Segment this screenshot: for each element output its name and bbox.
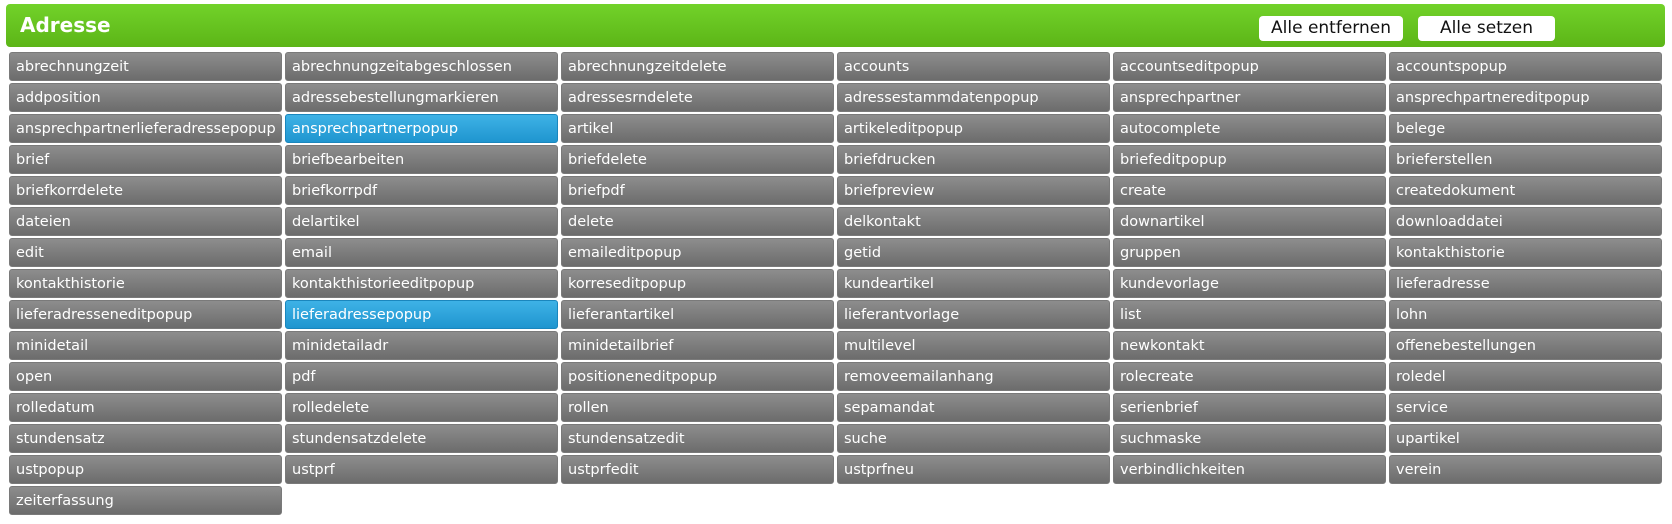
permission-toggle-zeiterfassung[interactable]: zeiterfassung	[9, 486, 282, 515]
permission-toggle-roledel[interactable]: roledel	[1389, 362, 1662, 391]
permission-toggle-create[interactable]: create	[1113, 176, 1386, 205]
permission-toggle-list[interactable]: list	[1113, 300, 1386, 329]
permission-toggle-ustprf[interactable]: ustprf	[285, 455, 558, 484]
permission-toggle-delete[interactable]: delete	[561, 207, 834, 236]
permission-toggle-verein[interactable]: verein	[1389, 455, 1662, 484]
permission-toggle-sepamandat[interactable]: sepamandat	[837, 393, 1110, 422]
permission-toggle-getid[interactable]: getid	[837, 238, 1110, 267]
permission-toggle-brieferstellen[interactable]: brieferstellen	[1389, 145, 1662, 174]
permission-toggle-rolledatum[interactable]: rolledatum	[9, 393, 282, 422]
permission-toggle-email[interactable]: email	[285, 238, 558, 267]
permission-toggle-ustprfneu[interactable]: ustprfneu	[837, 455, 1110, 484]
permission-toggle-autocomplete[interactable]: autocomplete	[1113, 114, 1386, 143]
permission-toggle-brief[interactable]: brief	[9, 145, 282, 174]
permission-toggle-edit[interactable]: edit	[9, 238, 282, 267]
permission-toggle-delartikel[interactable]: delartikel	[285, 207, 558, 236]
permission-toggle-briefdrucken[interactable]: briefdrucken	[837, 145, 1110, 174]
permission-toggle-downartikel[interactable]: downartikel	[1113, 207, 1386, 236]
permission-toggle-briefdelete[interactable]: briefdelete	[561, 145, 834, 174]
permission-toggle-kontakthistorie[interactable]: kontakthistorie	[1389, 238, 1662, 267]
permission-grid: abrechnungzeit abrechnungzeitabgeschlosse…	[9, 52, 1662, 515]
permission-toggle-ustprfedit[interactable]: ustprfedit	[561, 455, 834, 484]
permission-toggle-lohn[interactable]: lohn	[1389, 300, 1662, 329]
permission-toggle-stundensatzdelete[interactable]: stundensatzdelete	[285, 424, 558, 453]
permission-toggle-ustpopup[interactable]: ustpopup	[9, 455, 282, 484]
permission-toggle-ansprechpartnereditpopup[interactable]: ansprechpartnereditpopup	[1389, 83, 1662, 112]
permission-toggle-addposition[interactable]: addposition	[9, 83, 282, 112]
permission-toggle-abrechnungzeitdelete[interactable]: abrechnungzeitdelete	[561, 52, 834, 81]
permission-toggle-accountseditpopup[interactable]: accountseditpopup	[1113, 52, 1386, 81]
permission-toggle-abrechnungzeitabgeschlossen[interactable]: abrechnungzeitabgeschlossen	[285, 52, 558, 81]
permission-toggle-kontakthistorie[interactable]: kontakthistorie	[9, 269, 282, 298]
permission-toggle-downloaddatei[interactable]: downloaddatei	[1389, 207, 1662, 236]
permission-toggle-createdokument[interactable]: createdokument	[1389, 176, 1662, 205]
permission-toggle-emaileditpopup[interactable]: emaileditpopup	[561, 238, 834, 267]
permission-toggle-briefbearbeiten[interactable]: briefbearbeiten	[285, 145, 558, 174]
permission-toggle-lieferantartikel[interactable]: lieferantartikel	[561, 300, 834, 329]
permission-toggle-briefeditpopup[interactable]: briefeditpopup	[1113, 145, 1386, 174]
permission-toggle-lieferantvorlage[interactable]: lieferantvorlage	[837, 300, 1110, 329]
permission-toggle-rolecreate[interactable]: rolecreate	[1113, 362, 1386, 391]
permission-toggle-stundensatzedit[interactable]: stundensatzedit	[561, 424, 834, 453]
permission-toggle-minidetail[interactable]: minidetail	[9, 331, 282, 360]
permission-toggle-belege[interactable]: belege	[1389, 114, 1662, 143]
permission-toggle-adressesrndelete[interactable]: adressesrndelete	[561, 83, 834, 112]
permission-toggle-ansprechpartnerlieferadressepopup[interactable]: ansprechpartnerlieferadressepopup	[9, 114, 282, 143]
permission-toggle-lieferadressepopup[interactable]: lieferadressepopup	[285, 300, 558, 329]
permission-toggle-abrechnungzeit[interactable]: abrechnungzeit	[9, 52, 282, 81]
permission-toggle-dateien[interactable]: dateien	[9, 207, 282, 236]
permission-toggle-accountspopup[interactable]: accountspopup	[1389, 52, 1662, 81]
permission-toggle-gruppen[interactable]: gruppen	[1113, 238, 1386, 267]
permission-toggle-verbindlichkeiten[interactable]: verbindlichkeiten	[1113, 455, 1386, 484]
permission-toggle-serienbrief[interactable]: serienbrief	[1113, 393, 1386, 422]
permission-toggle-upartikel[interactable]: upartikel	[1389, 424, 1662, 453]
permission-toggle-rolledelete[interactable]: rolledelete	[285, 393, 558, 422]
permission-toggle-multilevel[interactable]: multilevel	[837, 331, 1110, 360]
permission-toggle-briefkorrdelete[interactable]: briefkorrdelete	[9, 176, 282, 205]
permission-toggle-kundeartikel[interactable]: kundeartikel	[837, 269, 1110, 298]
permission-toggle-kontakthistorieeditpopup[interactable]: kontakthistorieeditpopup	[285, 269, 558, 298]
permission-toggle-newkontakt[interactable]: newkontakt	[1113, 331, 1386, 360]
permission-toggle-briefpdf[interactable]: briefpdf	[561, 176, 834, 205]
permission-toggle-offenebestellungen[interactable]: offenebestellungen	[1389, 331, 1662, 360]
permission-toggle-lieferadresseneditpopup[interactable]: lieferadresseneditpopup	[9, 300, 282, 329]
permission-toggle-removeemailanhang[interactable]: removeemailanhang	[837, 362, 1110, 391]
section-header: Adresse Alle entfernen Alle setzen	[6, 4, 1665, 47]
permission-toggle-minidetailbrief[interactable]: minidetailbrief	[561, 331, 834, 360]
permission-toggle-ansprechpartner[interactable]: ansprechpartner	[1113, 83, 1386, 112]
permission-toggle-korreseditpopup[interactable]: korreseditpopup	[561, 269, 834, 298]
permission-toggle-briefkorrpdf[interactable]: briefkorrpdf	[285, 176, 558, 205]
permission-toggle-accounts[interactable]: accounts	[837, 52, 1110, 81]
section-title: Adresse	[20, 13, 111, 37]
permission-toggle-artikeleditpopup[interactable]: artikeleditpopup	[837, 114, 1110, 143]
permission-toggle-service[interactable]: service	[1389, 393, 1662, 422]
permission-toggle-minidetailadr[interactable]: minidetailadr	[285, 331, 558, 360]
permission-toggle-lieferadresse[interactable]: lieferadresse	[1389, 269, 1662, 298]
permission-toggle-suche[interactable]: suche	[837, 424, 1110, 453]
set-all-button[interactable]: Alle setzen	[1418, 16, 1555, 41]
permission-toggle-positioneneditpopup[interactable]: positioneneditpopup	[561, 362, 834, 391]
permission-toggle-open[interactable]: open	[9, 362, 282, 391]
permission-toggle-briefpreview[interactable]: briefpreview	[837, 176, 1110, 205]
permission-toggle-stundensatz[interactable]: stundensatz	[9, 424, 282, 453]
permission-toggle-artikel[interactable]: artikel	[561, 114, 834, 143]
permission-toggle-adressestammdatenpopup[interactable]: adressestammdatenpopup	[837, 83, 1110, 112]
permission-toggle-pdf[interactable]: pdf	[285, 362, 558, 391]
permission-toggle-kundevorlage[interactable]: kundevorlage	[1113, 269, 1386, 298]
permission-toggle-suchmaske[interactable]: suchmaske	[1113, 424, 1386, 453]
remove-all-button[interactable]: Alle entfernen	[1259, 16, 1403, 41]
permission-toggle-rollen[interactable]: rollen	[561, 393, 834, 422]
permission-toggle-ansprechpartnerpopup[interactable]: ansprechpartnerpopup	[285, 114, 558, 143]
permission-toggle-delkontakt[interactable]: delkontakt	[837, 207, 1110, 236]
permission-toggle-adressebestellungmarkieren[interactable]: adressebestellungmarkieren	[285, 83, 558, 112]
